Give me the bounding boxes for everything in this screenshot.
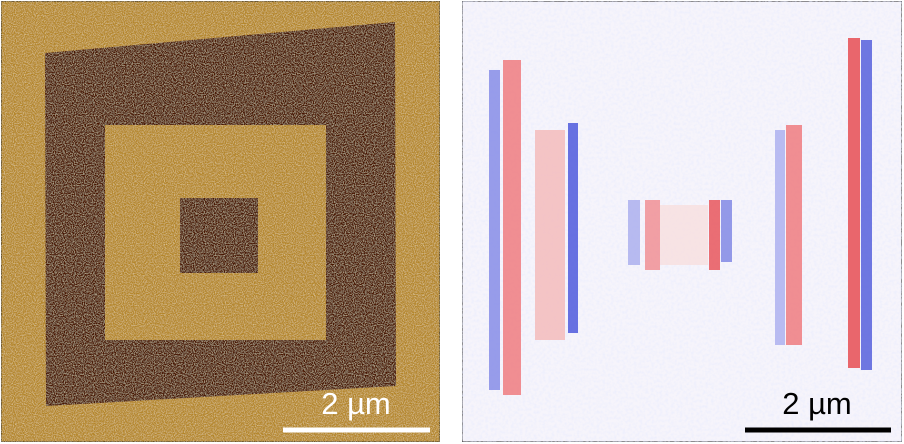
red-haze <box>660 205 708 265</box>
blue-stripe <box>721 200 732 262</box>
signal-panel: 2 µm <box>461 0 903 443</box>
red-stripe <box>535 130 565 340</box>
topography-panel: 2 µm <box>0 0 441 443</box>
scale-bar-label: 2 µm <box>782 386 852 421</box>
blue-stripe <box>568 123 578 333</box>
blue-stripe <box>775 130 785 345</box>
blue-stripe <box>861 40 872 370</box>
red-stripe <box>786 125 802 345</box>
red-stripe <box>645 200 660 270</box>
scale-bar-label: 2 µm <box>321 386 391 421</box>
red-stripe <box>503 60 521 395</box>
blue-stripe <box>628 200 640 265</box>
blue-stripe <box>489 70 500 390</box>
red-stripe <box>709 200 720 270</box>
red-stripe <box>848 38 860 368</box>
center-domain <box>180 198 258 273</box>
